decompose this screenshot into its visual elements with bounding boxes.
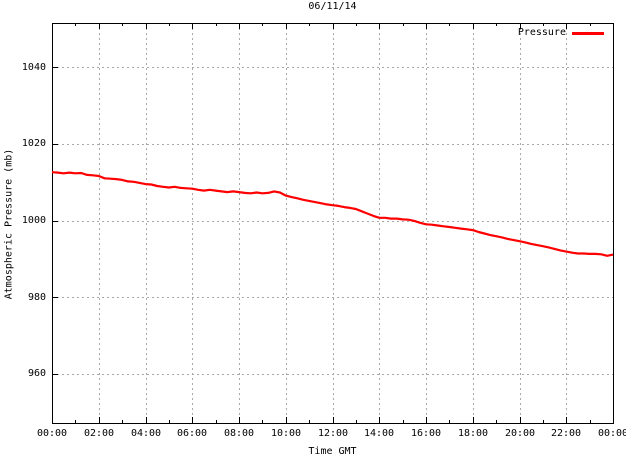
y-tick-label: 1020 <box>21 138 46 149</box>
x-tick-label: 00:00 <box>597 428 626 439</box>
legend: Pressure <box>430 27 610 39</box>
x-tick-label: 16:00 <box>410 428 442 439</box>
x-tick-label: 06:00 <box>176 428 208 439</box>
y-tick-label: 1040 <box>21 62 46 73</box>
x-axis-title: Time GMT <box>308 446 357 457</box>
x-tick-label: 18:00 <box>457 428 489 439</box>
pressure-line <box>51 171 614 257</box>
x-tick-label: 14:00 <box>363 428 395 439</box>
y-tick-label: 980 <box>27 292 46 303</box>
x-tick-label: 04:00 <box>130 428 162 439</box>
y-tick-label: 960 <box>27 368 46 379</box>
legend-label: Pressure <box>517 27 566 38</box>
x-tick-label: 02:00 <box>83 428 115 439</box>
chart-title: 06/11/14 <box>308 1 357 12</box>
legend-line-sample <box>572 32 604 35</box>
x-tick-label: 22:00 <box>550 428 582 439</box>
x-tick-label: 12:00 <box>317 428 349 439</box>
x-tick-label: 00:00 <box>36 428 68 439</box>
x-tick-label: 08:00 <box>223 428 255 439</box>
x-tick-label: 20:00 <box>504 428 536 439</box>
x-tick-label: 10:00 <box>270 428 302 439</box>
y-tick-label: 1000 <box>21 215 46 226</box>
